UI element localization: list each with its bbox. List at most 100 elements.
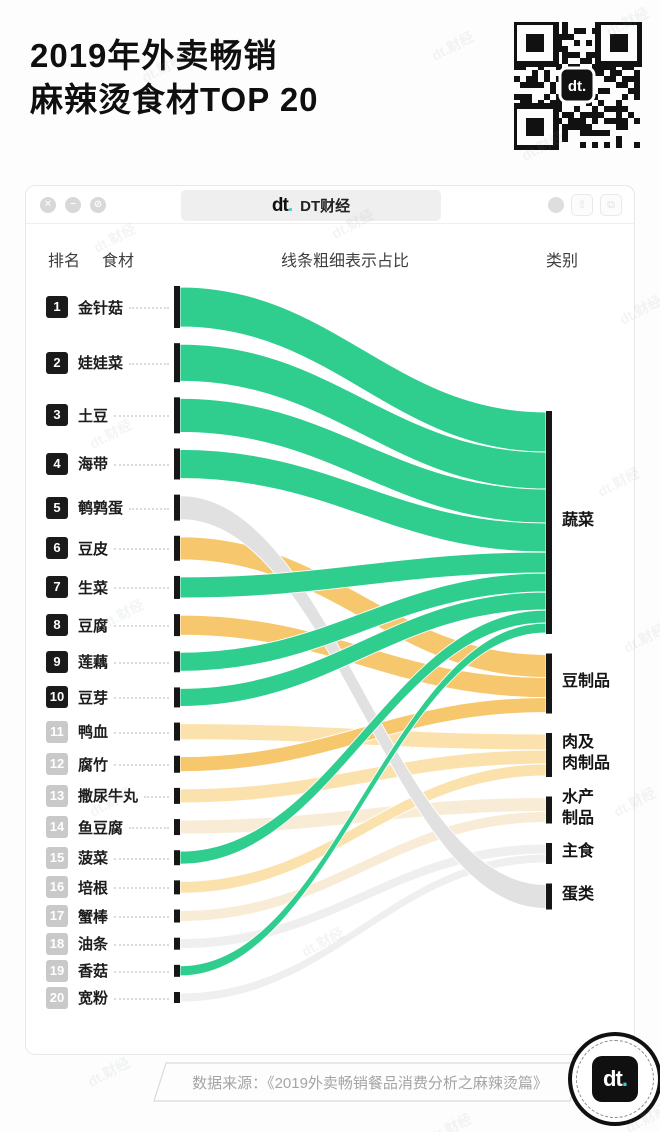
rank-badge: 13	[46, 784, 68, 807]
category-label: 蔬菜	[562, 512, 595, 529]
leader-line	[129, 362, 169, 365]
watermark: dt.财经	[426, 1110, 475, 1132]
leader-line	[129, 507, 169, 510]
rank-row-15: 15 菠菜	[46, 846, 172, 870]
record-button[interactable]	[548, 197, 564, 213]
leader-line	[114, 463, 169, 466]
close-button[interactable]: ✕	[40, 197, 56, 213]
rank-row-7: 7 生菜	[46, 575, 172, 599]
ingredient-name: 蟹棒	[78, 908, 109, 926]
category-label: 水产 制品	[562, 789, 595, 827]
rank-badge: 8	[46, 614, 68, 637]
tab-title: DT财经	[300, 198, 351, 215]
page-title: 2019年外卖畅销 麻辣烫食材TOP 20	[30, 34, 319, 122]
rank-row-13: 13 撒尿牛丸	[46, 784, 172, 808]
rank-badge: 9	[46, 650, 68, 673]
watermark: dt.财经	[84, 1054, 133, 1090]
share-button[interactable]: ⇧	[571, 194, 593, 216]
rank-badge: 14	[46, 816, 68, 839]
rank-badge: 20	[46, 986, 68, 1009]
category-label: 蛋类	[562, 886, 595, 903]
rank-row-14: 14 鱼豆腐	[46, 815, 172, 839]
ingredient-name: 油条	[78, 936, 109, 954]
dt-logo-icon: dt.	[592, 1056, 638, 1102]
ingredient-name: 生菜	[78, 579, 109, 597]
dt-logo-badge: dt.	[568, 1032, 660, 1126]
rank-badge: 17	[46, 905, 68, 928]
browser-tab[interactable]: dt. DT财经	[181, 190, 441, 221]
svg-text:dt.: dt.	[568, 78, 586, 95]
leader-line	[114, 731, 169, 734]
rank-row-5: 5 鹌鹑蛋	[46, 496, 172, 520]
ingredient-name: 宽粉	[78, 990, 109, 1007]
ingredient-name: 菠菜	[78, 850, 109, 868]
ingredient-name: 豆芽	[78, 689, 109, 707]
rank-badge: 4	[46, 452, 68, 475]
ingredient-name: 鱼豆腐	[78, 819, 124, 837]
rank-badge: 7	[46, 576, 68, 599]
ingredient-name: 豆腐	[78, 617, 109, 635]
dt-logo-icon: dt.	[271, 194, 293, 216]
leader-line	[114, 887, 169, 890]
rank-row-18: 18 油条	[46, 932, 172, 956]
data-source: 数据来源：《2019外卖畅销餐品消费分析之麻辣烫篇》	[192, 1075, 548, 1092]
rank-badge: 5	[46, 496, 68, 519]
rank-row-10: 10 豆芽	[46, 685, 172, 709]
leader-line	[114, 857, 169, 860]
rank-badge: 16	[46, 876, 68, 899]
leader-line	[114, 548, 169, 551]
ingredient-name: 鹌鹑蛋	[78, 500, 124, 518]
rank-row-16: 16 培根	[46, 875, 172, 899]
window-controls-right: ⇧ ⧉	[548, 186, 622, 224]
leader-line	[114, 697, 169, 700]
minimize-button[interactable]: −	[65, 197, 81, 213]
leader-line	[114, 625, 169, 628]
rank-badge: 19	[46, 959, 68, 982]
leader-line	[114, 661, 169, 664]
rank-row-8: 8 豆腐	[46, 613, 172, 637]
page-title-line1: 2019年外卖畅销	[30, 37, 278, 74]
category-label: 肉及 肉制品	[562, 734, 611, 772]
block-button[interactable]: ⊘	[90, 197, 106, 213]
ingredient-name: 撒尿牛丸	[78, 788, 139, 806]
rank-row-12: 12 腐竹	[46, 752, 172, 776]
leader-line	[114, 415, 169, 418]
rank-row-2: 2 娃娃菜	[46, 351, 172, 375]
rank-row-4: 4 海带	[46, 452, 172, 476]
header-ingredient: 食材	[102, 253, 135, 270]
ingredient-name: 培根	[78, 879, 109, 897]
ingredient-name: 娃娃菜	[78, 355, 124, 373]
rank-badge: 3	[46, 404, 68, 427]
rank-badge: 6	[46, 537, 68, 560]
rank-row-9: 9 莲藕	[46, 650, 172, 674]
leader-line	[114, 587, 169, 590]
rank-badge: 2	[46, 351, 68, 374]
leader-line	[129, 307, 169, 309]
window-controls-left: ✕ − ⊘	[40, 186, 106, 224]
leader-line	[114, 997, 169, 1000]
rank-badge: 1	[46, 296, 68, 318]
header-rank: 排名	[48, 253, 81, 270]
leader-line	[114, 916, 169, 919]
ingredient-name: 鸭血	[78, 724, 109, 742]
ingredient-name: 腐竹	[78, 756, 109, 774]
rank-row-19: 19 香菇	[46, 959, 172, 983]
rank-badge: 10	[46, 686, 68, 709]
leader-line	[114, 943, 169, 946]
chart-column-headers: 排名 食材 线条粗细表示占比 类别	[0, 247, 660, 270]
watermark: dt.财经	[428, 28, 477, 64]
copy-button[interactable]: ⧉	[600, 194, 622, 216]
rank-badge: 11	[46, 720, 68, 743]
rank-row-20: 20 宽粉	[46, 986, 172, 1010]
page-title-line2: 麻辣烫食材TOP 20	[30, 81, 319, 118]
ingredient-name: 莲藕	[78, 654, 109, 672]
category-label: 豆制品	[562, 673, 611, 690]
leader-line	[114, 970, 169, 973]
rank-row-3: 3 土豆	[46, 403, 172, 427]
leader-line	[129, 827, 169, 830]
category-label: 主食	[562, 843, 595, 860]
header-category: 类别	[546, 253, 579, 270]
qr-code: dt.	[514, 22, 642, 150]
rank-badge: 15	[46, 846, 68, 869]
